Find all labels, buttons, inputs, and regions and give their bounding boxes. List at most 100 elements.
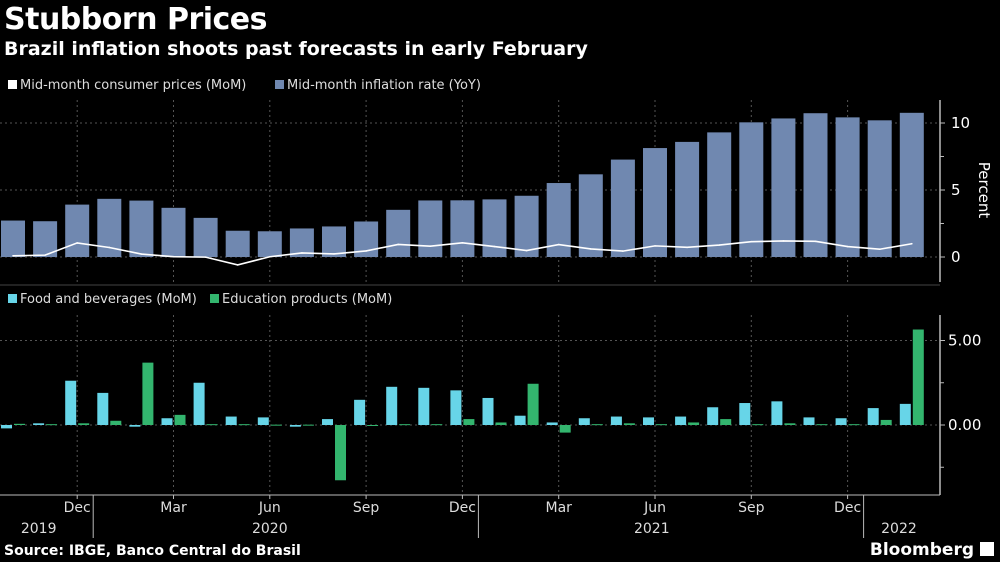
mom-point — [140, 253, 143, 255]
yoy-bar — [450, 200, 475, 257]
yoy-bar — [675, 141, 700, 257]
mom-point — [12, 254, 14, 257]
x-tick-label: Jun — [643, 500, 666, 516]
education-bar — [174, 414, 186, 425]
education-bar — [463, 419, 475, 425]
education-bar — [14, 423, 25, 425]
education-bar — [335, 425, 346, 481]
food-bar — [578, 418, 590, 425]
education-bar — [399, 424, 411, 426]
education-bar — [816, 424, 828, 426]
yoy-bar — [225, 230, 250, 257]
mom-point — [814, 240, 817, 243]
education-bar — [142, 362, 154, 425]
education-bar — [623, 423, 635, 425]
legend-swatch-yoy — [275, 80, 284, 89]
bloomberg-mark-icon — [980, 542, 994, 556]
legend-label-education: Education products (MoM) — [222, 292, 392, 307]
education-bar — [656, 424, 667, 426]
food-bar — [354, 399, 366, 425]
food-bar — [386, 386, 398, 425]
yoy-bar — [193, 217, 218, 257]
y-tick-label: 10 — [951, 114, 970, 132]
x-tick-label: Sep — [738, 500, 765, 516]
food-bar — [33, 423, 45, 425]
food-bar — [739, 403, 751, 425]
food-bar — [322, 419, 333, 425]
mom-point — [718, 244, 720, 246]
y-tick-label: 5.00 — [948, 332, 981, 350]
mom-point — [525, 249, 528, 252]
food-bar — [97, 392, 109, 425]
mom-point — [108, 246, 111, 249]
chart-subtitle: Brazil inflation shoots past forecasts i… — [4, 38, 588, 60]
education-bar — [720, 419, 732, 425]
food-bar — [161, 418, 173, 425]
chart-title: Stubborn Prices — [4, 2, 268, 37]
yoy-bar — [739, 122, 764, 257]
education-bar — [752, 424, 764, 426]
education-bar — [302, 424, 314, 426]
yoy-bar — [418, 200, 443, 257]
year-label: 2019 — [21, 521, 57, 537]
food-bar — [257, 417, 269, 425]
x-tick-label: Jun — [258, 500, 281, 516]
mom-point — [461, 241, 464, 244]
year-label: 2020 — [252, 521, 288, 537]
yoy-bar — [514, 195, 539, 257]
education-bar — [912, 329, 924, 425]
mom-point — [493, 245, 496, 248]
education-bar — [78, 423, 90, 425]
mom-point — [911, 242, 913, 245]
legend-label-mom: Mid-month consumer prices (MoM) — [20, 78, 246, 93]
food-bar — [129, 425, 141, 427]
yoy-bar — [578, 174, 603, 257]
yoy-bar — [835, 117, 860, 257]
food-bar — [225, 416, 237, 425]
yoy-bar — [65, 204, 90, 257]
yoy-bar — [899, 112, 924, 257]
food-bar — [643, 417, 654, 425]
mom-point — [397, 243, 400, 246]
x-tick-label: Mar — [160, 500, 187, 516]
mom-point — [878, 248, 881, 251]
legend-swatch-education — [210, 294, 219, 303]
education-bar — [431, 424, 443, 426]
education-bar — [367, 425, 379, 426]
yoy-bar — [257, 231, 282, 257]
education-bar — [527, 383, 539, 425]
food-bar — [514, 415, 526, 425]
x-tick-label: Dec — [834, 500, 861, 516]
yoy-bar — [1, 220, 25, 257]
food-bar — [546, 422, 558, 425]
education-bar — [591, 424, 603, 426]
mom-point — [204, 256, 207, 258]
food-bar — [867, 408, 879, 425]
x-tick-label: Dec — [64, 500, 91, 516]
mom-point — [846, 245, 849, 248]
food-bar — [1, 425, 12, 429]
mom-point — [44, 254, 46, 256]
food-bar — [450, 390, 462, 425]
x-tick-label: Sep — [353, 500, 380, 516]
mom-point — [622, 250, 624, 252]
food-bar — [771, 401, 783, 425]
education-bar — [46, 424, 58, 426]
food-bar — [193, 382, 205, 425]
food-bar — [289, 425, 301, 427]
education-bar — [784, 423, 796, 425]
year-label: 2021 — [634, 521, 670, 537]
food-bar — [418, 387, 430, 425]
yoy-bar — [33, 221, 58, 257]
mom-point — [686, 246, 688, 249]
year-label: 2022 — [881, 521, 917, 537]
mom-point — [269, 255, 271, 258]
education-bar — [495, 422, 507, 425]
food-bar — [803, 417, 815, 425]
y-axis-label: Percent — [975, 162, 993, 219]
mom-point — [76, 242, 78, 244]
yoy-bar — [161, 207, 186, 257]
yoy-bar — [643, 148, 667, 257]
education-bar — [880, 419, 892, 425]
